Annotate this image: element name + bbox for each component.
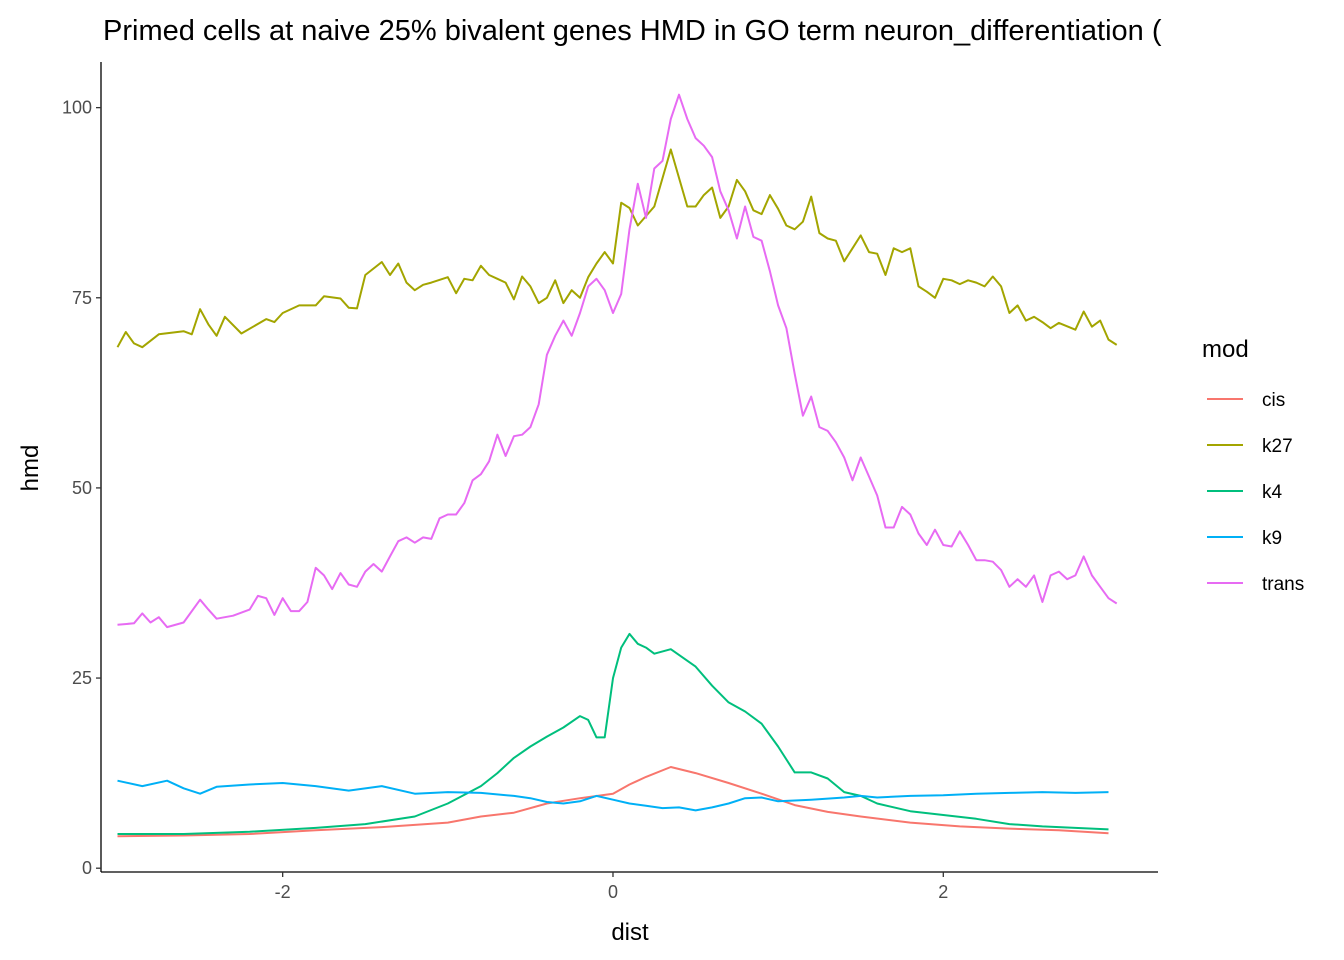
- x-tick-label: 2: [938, 882, 948, 902]
- y-tick-label: 75: [72, 288, 92, 308]
- y-tick-label: 50: [72, 478, 92, 498]
- series-line-cis: [117, 766, 1109, 838]
- series-line-k4: [117, 632, 1109, 835]
- chart-title: Primed cells at naive 25% bivalent genes…: [103, 15, 1162, 47]
- x-axis-ticks: -2 0 2: [275, 872, 948, 902]
- x-tick-label: -2: [275, 882, 291, 902]
- plot-area: 0 25 50 75 100 -2 0 2: [62, 62, 1158, 902]
- y-tick-label: 0: [82, 858, 92, 878]
- series-line-k9: [117, 779, 1109, 812]
- series-layer: [116, 93, 1118, 838]
- y-axis-ticks: 0 25 50 75 100: [62, 98, 101, 878]
- x-axis-title: dist: [611, 919, 649, 946]
- legend-label-cis: cis: [1262, 390, 1285, 411]
- legend-label-k27: k27: [1262, 436, 1293, 457]
- legend-items: cis k27 k4 k9 trans: [1207, 390, 1304, 595]
- legend-label-k9: k9: [1262, 528, 1282, 549]
- legend-title: mod: [1202, 336, 1249, 363]
- x-tick-label: 0: [608, 882, 618, 902]
- series-line-k27: [116, 148, 1118, 349]
- series-line-trans: [117, 93, 1118, 629]
- y-axis-title: hmd: [17, 445, 44, 492]
- y-tick-label: 100: [62, 98, 92, 118]
- y-tick-label: 25: [72, 668, 92, 688]
- legend-label-trans: trans: [1262, 574, 1304, 595]
- legend: mod cis k27 k4 k9 trans: [1202, 336, 1304, 595]
- legend-label-k4: k4: [1262, 482, 1283, 503]
